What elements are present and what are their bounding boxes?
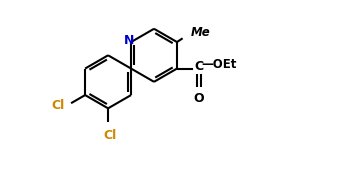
Text: —OEt: —OEt <box>201 58 236 71</box>
Text: C: C <box>194 61 203 74</box>
Text: N: N <box>124 34 135 47</box>
Text: Cl: Cl <box>51 99 64 112</box>
Text: Cl: Cl <box>103 129 116 142</box>
Text: Me: Me <box>191 26 211 39</box>
Text: O: O <box>194 92 204 105</box>
